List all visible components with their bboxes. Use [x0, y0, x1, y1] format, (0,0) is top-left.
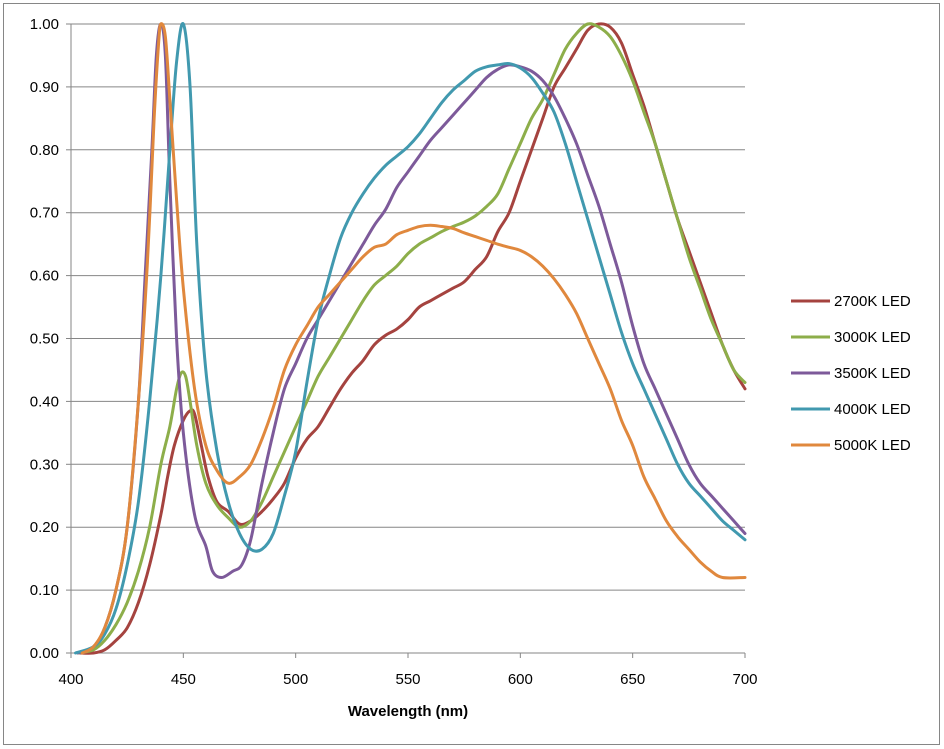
axes [66, 23, 746, 658]
tick-labels: 0.00 0.10 0.20 0.30 0.40 0.50 0.60 0.70 0.80 0.90… [30, 16, 758, 688]
legend-label: 2700K LED [834, 293, 911, 310]
series-line-3000k-led [76, 22, 747, 655]
legend-item-5000k-led: 5000K LED [791, 437, 911, 454]
legend-label: 3500K LED [834, 365, 911, 382]
legend-label: 5000K LED [834, 437, 911, 454]
x-axis-title: Wavelength (nm) [348, 703, 468, 720]
legend-item-4000k-led: 4000K LED [791, 401, 911, 418]
y-tick-label: 0.80 [30, 142, 59, 159]
x-tick-label: 650 [620, 671, 645, 688]
chart-area [3, 3, 940, 745]
series-line-5000k-led [80, 22, 747, 655]
x-tick-label: 550 [395, 671, 420, 688]
legend-item-3500k-led: 3500K LED [791, 365, 911, 382]
y-tick-label: 0.60 [30, 268, 59, 285]
y-tick-label: 0.00 [30, 645, 59, 662]
x-tick-label: 450 [171, 671, 196, 688]
legend-label: 4000K LED [834, 401, 911, 418]
y-tick-label: 0.70 [30, 205, 59, 222]
legend-item-3000k-led: 3000K LED [791, 329, 911, 346]
legend-label: 3000K LED [834, 329, 911, 346]
y-tick-label: 0.30 [30, 456, 59, 473]
legend-item-2700k-led: 2700K LED [791, 293, 911, 310]
series-line-4000k-led [73, 22, 747, 655]
x-tick-label: 700 [732, 671, 757, 688]
x-tick-label: 400 [58, 671, 83, 688]
x-tick-label: 600 [508, 671, 533, 688]
series-line-2700k-led [78, 22, 747, 655]
y-tick-label: 0.50 [30, 331, 59, 348]
y-tick-label: 0.20 [30, 519, 59, 536]
series-lines [73, 22, 747, 655]
y-tick-label: 0.10 [30, 582, 59, 599]
legend: 2700K LED 3000K LED 3500K LED 4000K LED 5000… [791, 293, 911, 454]
y-tick-label: 1.00 [30, 16, 59, 33]
y-tick-label: 0.40 [30, 393, 59, 410]
y-tick-label: 0.90 [30, 79, 59, 96]
x-tick-label: 500 [283, 671, 308, 688]
